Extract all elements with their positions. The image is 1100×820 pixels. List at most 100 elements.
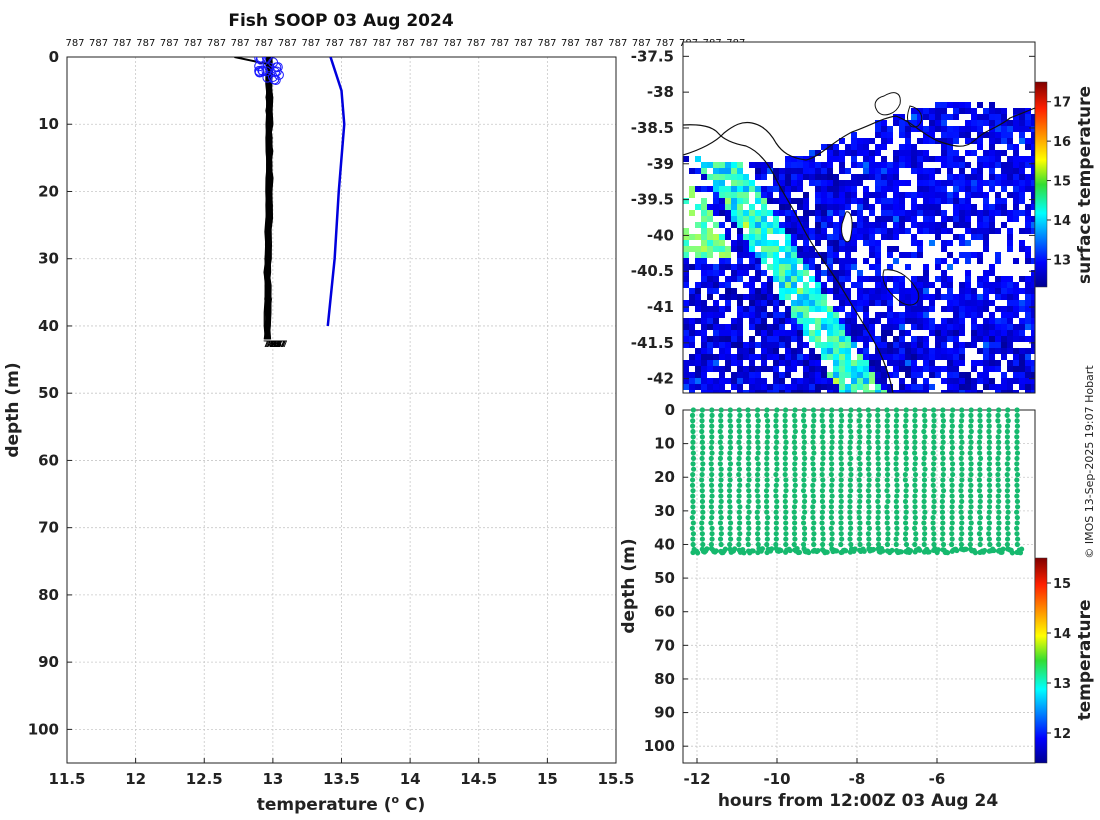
sst-cell bbox=[1019, 108, 1025, 114]
sst-cell bbox=[947, 264, 953, 270]
cast-point bbox=[940, 493, 946, 499]
sst-cell bbox=[719, 174, 725, 180]
sst-cell bbox=[755, 294, 761, 300]
sst-cell bbox=[707, 390, 713, 393]
sst-cell bbox=[791, 174, 797, 180]
sst-cell bbox=[767, 198, 773, 204]
sst-cell bbox=[725, 294, 731, 300]
sst-cell bbox=[923, 390, 929, 393]
sst-cell bbox=[743, 198, 749, 204]
sst-cell bbox=[929, 354, 935, 360]
sst-cell bbox=[761, 282, 767, 288]
profile-y-tick-label: 0 bbox=[49, 48, 59, 66]
sst-cell bbox=[1001, 384, 1007, 390]
profile-x-tick-label: 15.5 bbox=[597, 770, 634, 788]
sst-cell bbox=[749, 288, 755, 294]
cast-bottom-point bbox=[954, 547, 960, 554]
sst-cell bbox=[875, 372, 881, 378]
sst-cell bbox=[989, 222, 995, 228]
sst-cell bbox=[707, 246, 713, 252]
sst-cell bbox=[839, 198, 845, 204]
sst-cell bbox=[785, 174, 791, 180]
sst-cell bbox=[881, 198, 887, 204]
sst-cell bbox=[977, 372, 983, 378]
sst-cell bbox=[755, 192, 761, 198]
sst-cell bbox=[1013, 108, 1019, 114]
sst-cell bbox=[1019, 210, 1025, 216]
sst-cell bbox=[1013, 114, 1019, 120]
cast-point bbox=[857, 482, 863, 488]
cast-point bbox=[902, 498, 909, 505]
station-annotation: 787 bbox=[231, 38, 250, 49]
sst-cell bbox=[977, 228, 983, 234]
cast-point bbox=[903, 482, 910, 488]
sst-cell bbox=[707, 210, 713, 216]
sst-cell bbox=[917, 162, 923, 168]
sst-cell bbox=[773, 354, 779, 360]
cast-point bbox=[931, 439, 937, 445]
sst-cell bbox=[731, 168, 737, 174]
sst-cell bbox=[977, 144, 983, 150]
sst-cell bbox=[737, 342, 743, 348]
sst-cell bbox=[881, 366, 887, 372]
sst-cell bbox=[959, 330, 965, 336]
cast-point bbox=[764, 423, 771, 429]
sst-cell bbox=[923, 108, 929, 114]
sst-cell bbox=[1007, 156, 1013, 162]
sst-cell bbox=[911, 216, 917, 222]
cast-point bbox=[1004, 434, 1011, 440]
cast-point bbox=[829, 461, 835, 467]
sst-cell bbox=[875, 150, 881, 156]
cast-point bbox=[857, 525, 863, 531]
cast-point bbox=[690, 407, 696, 413]
sst-cell bbox=[779, 198, 785, 204]
cast-point bbox=[782, 418, 788, 424]
sst-cell bbox=[779, 282, 785, 288]
cast-point bbox=[764, 455, 770, 462]
sst-cell bbox=[881, 282, 887, 288]
cast-point bbox=[783, 536, 789, 542]
cast-point bbox=[718, 466, 724, 472]
cast-point bbox=[746, 428, 752, 435]
cast-point bbox=[736, 493, 742, 499]
cast-point bbox=[709, 423, 715, 429]
sst-cell bbox=[743, 342, 749, 348]
sst-cell bbox=[761, 306, 767, 312]
cast-point bbox=[764, 536, 770, 542]
sst-cell bbox=[1019, 126, 1025, 132]
station-annotation: 787 bbox=[490, 38, 509, 49]
cast-point bbox=[894, 445, 900, 451]
sst-cell bbox=[725, 264, 731, 270]
sst-cell bbox=[719, 306, 725, 312]
cast-point bbox=[967, 525, 974, 531]
cast-point bbox=[810, 461, 816, 467]
sst-cell bbox=[731, 270, 737, 276]
sst-cell bbox=[851, 186, 857, 192]
sst-cell bbox=[995, 204, 1001, 210]
sst-cell bbox=[809, 306, 815, 312]
cast-point bbox=[727, 455, 733, 462]
sst-cell bbox=[1007, 120, 1013, 126]
surface-marker bbox=[269, 74, 280, 85]
sst-cell bbox=[869, 324, 875, 330]
sst-cell bbox=[731, 360, 737, 366]
sst-cell bbox=[773, 378, 779, 384]
sst-cell bbox=[887, 180, 893, 186]
sst-cell bbox=[905, 300, 911, 306]
sst-cell bbox=[839, 150, 845, 156]
cast-point bbox=[875, 520, 881, 526]
sst-cell bbox=[695, 252, 701, 258]
cast-point bbox=[1014, 504, 1021, 510]
cast-point bbox=[930, 514, 936, 521]
sst-cell bbox=[761, 294, 767, 300]
cast-point bbox=[940, 466, 947, 472]
sst-cell bbox=[893, 390, 899, 393]
sst-cell bbox=[959, 204, 965, 210]
sst-cell bbox=[959, 288, 965, 294]
sst-cell bbox=[947, 330, 953, 336]
sst-cell bbox=[695, 156, 701, 162]
sst-cell bbox=[797, 342, 803, 348]
sst-cell bbox=[1031, 138, 1035, 144]
